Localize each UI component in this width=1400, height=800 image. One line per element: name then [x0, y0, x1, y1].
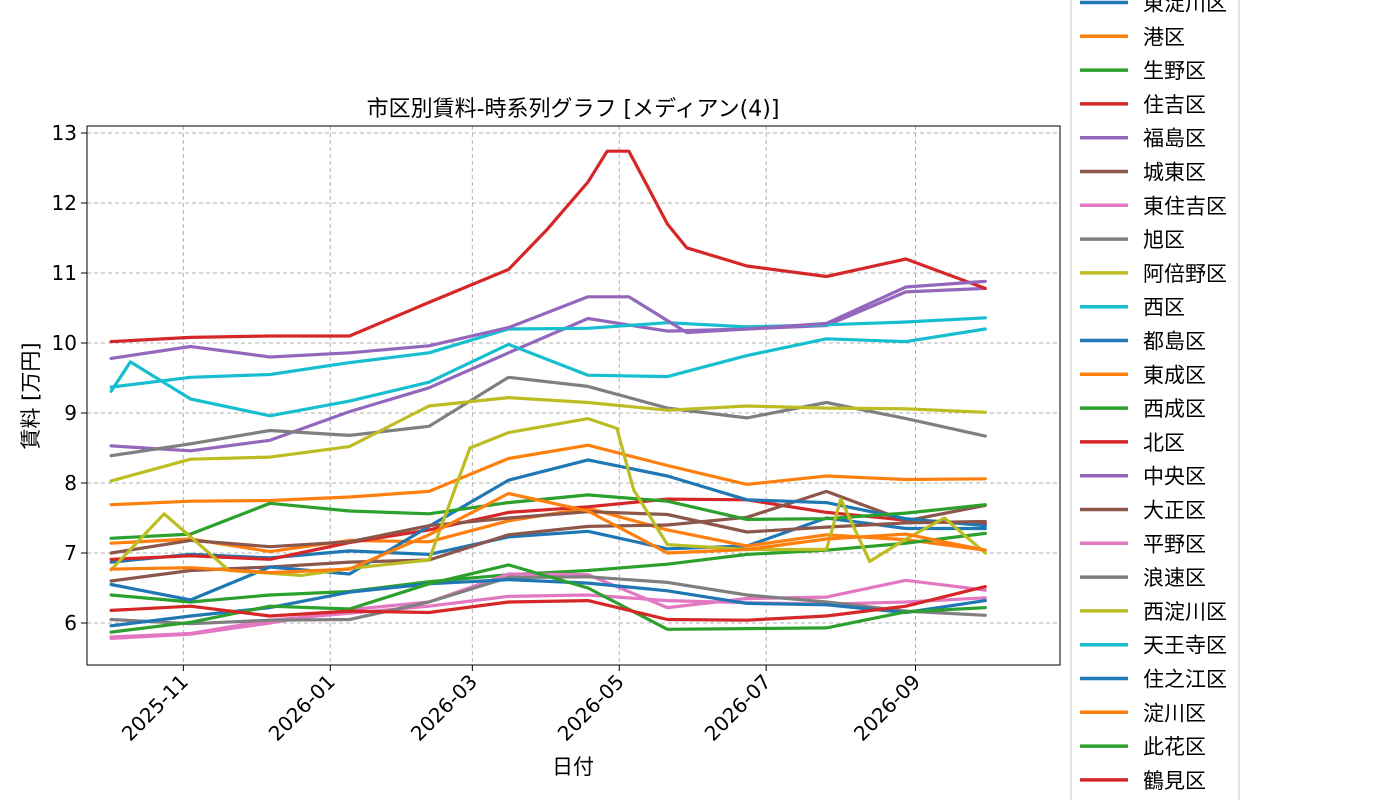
series-line-9: [109, 316, 987, 389]
series-lines: [109, 149, 987, 640]
series-line-23: [109, 585, 987, 622]
series-line-12: [109, 493, 987, 540]
legend-label: 東住吉区: [1143, 194, 1227, 218]
y-tick-label: 13: [52, 121, 77, 145]
y-tick-label: 7: [64, 541, 77, 565]
series-line-11: [109, 443, 987, 507]
series-line-18: [109, 417, 987, 577]
legend-label: 住吉区: [1143, 93, 1206, 117]
legend-box: [1070, 0, 1240, 800]
legend: 東淀川区港区生野区住吉区福島区城東区東住吉区旭区阿倍野区西区都島区東成区西成区北…: [1070, 0, 1240, 800]
series-line-19: [109, 327, 987, 418]
y-tick-label: 11: [52, 261, 77, 285]
y-tick-label: 9: [64, 401, 77, 425]
series-line-22: [109, 563, 987, 634]
legend-label: 港区: [1143, 25, 1185, 49]
legend-label: 東成区: [1143, 363, 1206, 387]
legend-label: 西区: [1143, 296, 1185, 320]
legend-label: 東淀川区: [1143, 0, 1227, 16]
y-tick-label: 12: [52, 191, 77, 215]
y-tick-label: 8: [64, 471, 77, 495]
legend-label: 平野区: [1143, 532, 1206, 556]
chart-title: 市区別賃料-時系列グラフ [メディアン(4)]: [367, 97, 780, 122]
series-line-4: [109, 286, 987, 453]
legend-label: 都島区: [1143, 330, 1206, 354]
y-tick-label: 6: [64, 611, 77, 635]
series-line-14: [109, 279, 987, 360]
legend-label: 城東区: [1143, 161, 1206, 185]
legend-label: 中央区: [1143, 465, 1206, 489]
series-line-15: [109, 510, 987, 555]
legend-label: 北区: [1143, 431, 1185, 455]
legend-label: 阿倍野区: [1143, 262, 1227, 286]
series-line-13: [109, 149, 987, 344]
y-axis-label: 賃料 [万円]: [19, 342, 43, 449]
legend-label: 浪速区: [1143, 566, 1206, 590]
series-line-2: [109, 531, 987, 604]
series-line-21: [109, 491, 987, 575]
y-tick-label: 10: [52, 331, 77, 355]
legend-label: 福島区: [1143, 127, 1206, 151]
series-line-8: [109, 396, 987, 483]
legend-label: 生野区: [1143, 59, 1206, 83]
legend-label: 住之江区: [1143, 668, 1227, 692]
x-axis-label: 日付: [552, 755, 594, 779]
legend-label: 大正区: [1143, 499, 1206, 523]
series-line-16: [109, 572, 987, 640]
series-line-3: [109, 497, 987, 561]
legend-label: 西淀川区: [1143, 600, 1227, 624]
legend-label: 天王寺区: [1143, 634, 1227, 658]
legend-label: 此花区: [1143, 735, 1206, 759]
series-line-7: [109, 375, 987, 458]
legend-label: 西成区: [1143, 397, 1206, 421]
series-line-5: [109, 489, 987, 583]
legend-label: 淀川区: [1143, 701, 1206, 725]
plot-frame: [86, 125, 1061, 666]
legend-label: 旭区: [1143, 228, 1185, 252]
legend-label: 鶴見区: [1143, 769, 1206, 793]
